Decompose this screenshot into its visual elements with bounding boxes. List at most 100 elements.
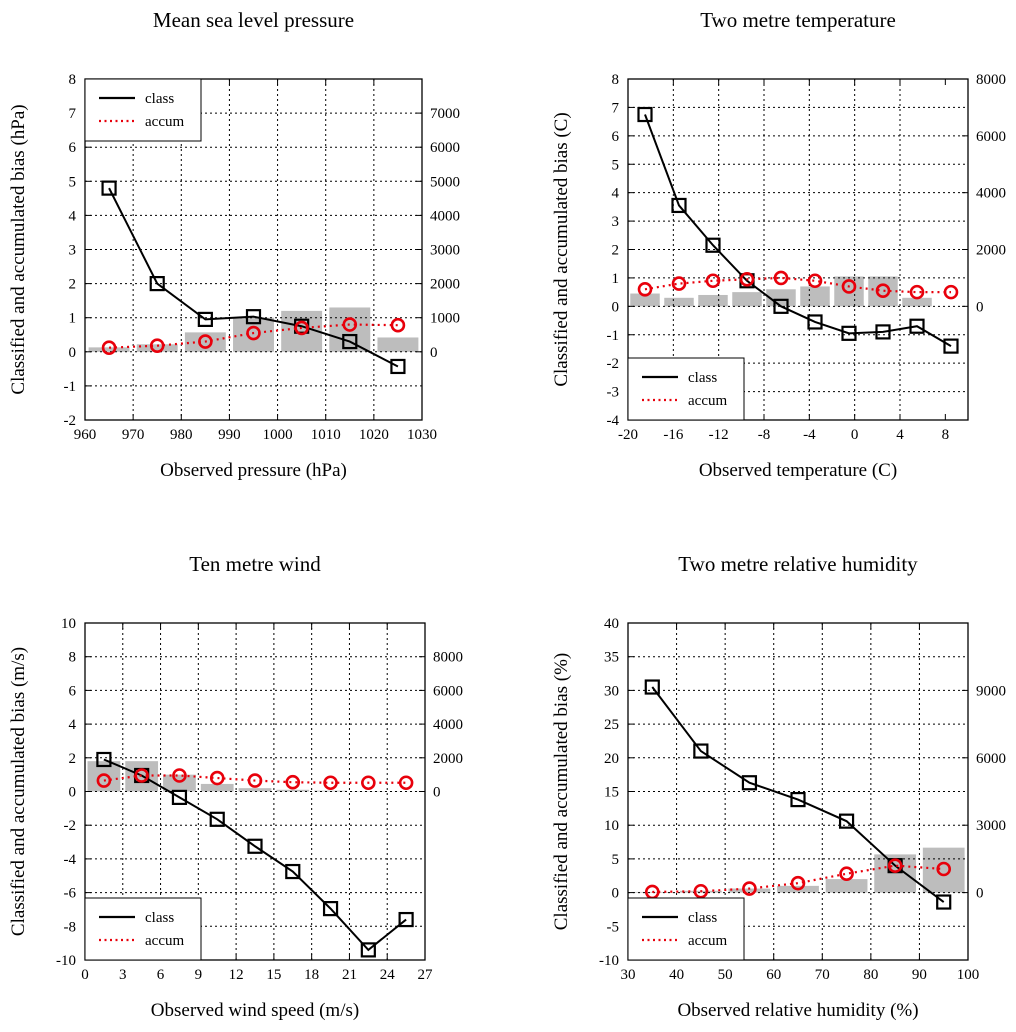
bar-series xyxy=(631,848,964,893)
y2-tick-label: 9000 xyxy=(976,683,1006,699)
x-tick-label: 970 xyxy=(122,427,145,443)
series-class xyxy=(639,108,958,353)
legend-label-class: class xyxy=(145,910,174,926)
x-tick-label: 960 xyxy=(74,427,97,443)
data-point-accum xyxy=(400,777,412,789)
y-tick-label: 35 xyxy=(604,650,619,666)
chart-panel-1: Mean sea level pressure 960 970 980 990 1000 1… xyxy=(8,8,460,481)
bar xyxy=(89,347,130,351)
legend-label-class: class xyxy=(688,370,717,386)
x-axis-label: Observed relative humidity (%) xyxy=(677,1000,918,1021)
bar xyxy=(868,276,897,306)
y-tick-label: 5 xyxy=(612,157,620,173)
x-axis-label: Observed temperature (C) xyxy=(699,460,897,481)
series-line-class xyxy=(645,115,951,347)
bar xyxy=(631,892,673,893)
bar xyxy=(377,337,418,351)
y2-tick-label: 0 xyxy=(430,345,438,361)
y2-tick-label: 3000 xyxy=(430,243,460,259)
bar xyxy=(732,292,761,306)
x-tick-label: 21 xyxy=(342,967,357,983)
legend-label-class: class xyxy=(145,91,174,107)
y2-tick-label: 1000 xyxy=(430,311,460,327)
legend-box xyxy=(85,79,201,141)
y-tick-label: 30 xyxy=(604,683,619,699)
bar-series xyxy=(630,276,931,306)
y2-tick-label: 0 xyxy=(433,785,441,801)
y-tick-label: 0 xyxy=(69,345,77,361)
legend-label-accum: accum xyxy=(688,933,727,949)
y-tick-label: 10 xyxy=(61,616,76,632)
legend-box xyxy=(628,898,744,960)
x-tick-label: 100 xyxy=(957,967,980,983)
y2-tick-label: 4000 xyxy=(430,208,460,224)
y-tick-label: -6 xyxy=(64,886,77,902)
bar xyxy=(664,298,693,307)
y-tick-label: 10 xyxy=(604,818,619,834)
y-tick-label: 2 xyxy=(612,243,620,259)
y2-tick-label: 4000 xyxy=(433,717,463,733)
y-axis-label: Classified and accumulated bias (hPa) xyxy=(8,104,29,394)
y2-tick-label: 5000 xyxy=(430,174,460,190)
bar xyxy=(239,788,272,791)
y-tick-label: -1 xyxy=(607,328,620,344)
legend-label-accum: accum xyxy=(145,114,184,130)
x-tick-label: 8 xyxy=(942,427,950,443)
y-tick-label: -2 xyxy=(607,356,620,372)
y-tick-label: -5 xyxy=(607,919,620,935)
x-tick-label: 3 xyxy=(119,967,127,983)
x-tick-label: -20 xyxy=(618,427,638,443)
y-tick-label: 7 xyxy=(69,106,77,122)
y2-tick-label: 3000 xyxy=(976,818,1006,834)
bar xyxy=(698,295,727,306)
x-tick-label: 18 xyxy=(304,967,319,983)
y-tick-label: 3 xyxy=(69,243,77,259)
x-tick-label: -12 xyxy=(709,427,729,443)
y-tick-label: 0 xyxy=(69,785,77,801)
bar-series xyxy=(89,307,419,351)
y-tick-label: 1 xyxy=(612,271,620,287)
y2-tick-label: 2000 xyxy=(976,243,1006,259)
x-tick-label: 24 xyxy=(380,967,396,983)
y2-tick-label: 6000 xyxy=(430,140,460,156)
bar xyxy=(800,286,829,306)
x-tick-label: 6 xyxy=(157,967,165,983)
y-tick-label: 6 xyxy=(69,140,77,156)
legend-label-accum: accum xyxy=(688,393,727,409)
y2-tick-label: 2000 xyxy=(430,277,460,293)
chart-title: Two metre relative humidity xyxy=(678,552,918,576)
y-tick-label: 2 xyxy=(69,277,77,293)
y2-tick-label: 8000 xyxy=(433,650,463,666)
x-tick-label: 90 xyxy=(912,967,927,983)
chart-title: Mean sea level pressure xyxy=(153,8,354,32)
y-tick-label: 0 xyxy=(612,886,620,902)
x-tick-label: 12 xyxy=(229,967,244,983)
y-axis-label: Classified and accumulated bias (%) xyxy=(551,653,572,931)
y-tick-label: -10 xyxy=(56,953,76,969)
y2-tick-label: 2000 xyxy=(433,751,463,767)
y-tick-label: 8 xyxy=(612,72,620,88)
y-tick-label: -2 xyxy=(64,413,77,429)
y2-tick-label: 6000 xyxy=(976,751,1006,767)
data-point-accum xyxy=(392,319,404,331)
x-tick-label: 980 xyxy=(170,427,193,443)
x-tick-label: -8 xyxy=(758,427,771,443)
y-tick-label: 15 xyxy=(604,785,619,801)
y2-tick-label: 6000 xyxy=(976,129,1006,145)
y-tick-label: 4 xyxy=(612,186,620,202)
x-tick-label: 990 xyxy=(218,427,241,443)
x-tick-label: -16 xyxy=(663,427,683,443)
x-tick-label: 80 xyxy=(863,967,878,983)
y-axis-label: Classified and accumulated bias (m/s) xyxy=(8,647,29,936)
x-tick-label: 0 xyxy=(81,967,89,983)
y-tick-label: 1 xyxy=(69,311,77,327)
legend: class accum xyxy=(85,79,201,141)
y-tick-label: 0 xyxy=(612,299,620,315)
bar xyxy=(163,775,196,792)
y2-tick-label: 0 xyxy=(976,299,984,315)
